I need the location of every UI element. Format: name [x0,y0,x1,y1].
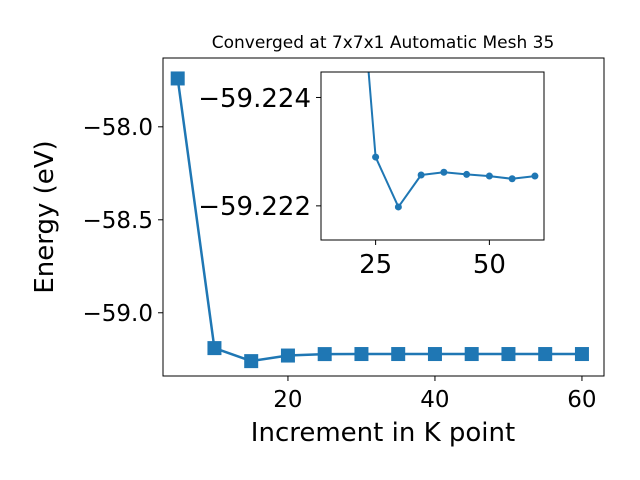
data-point [464,347,479,362]
data-point [317,347,332,362]
data-point [280,348,295,363]
main-plot-frame [162,57,605,377]
data-point [538,347,553,362]
data-point [244,354,259,369]
y-tick-label: −59.0 [83,301,153,327]
x-tick-label: 40 [420,387,449,413]
data-point [485,172,493,180]
x-tick-label: 50 [473,250,506,280]
inset-background [321,72,544,240]
y-tick-label: −59.224 [198,84,311,114]
y-tick-label: −58.0 [83,115,153,141]
y-axis-label: Energy (eV) [30,140,60,293]
x-tick-label: 60 [567,387,596,413]
inset-axes: 25 50 −59.224 −59.222 [198,84,506,280]
data-point [391,347,406,362]
data-point [170,71,185,86]
x-tick-label: 25 [359,250,392,280]
inset-plot-frame [320,71,545,241]
main-series [170,71,589,369]
data-point [427,347,442,362]
data-point [463,170,471,178]
inset-series [367,72,539,211]
data-point [207,341,222,356]
data-point [501,347,516,362]
data-point [440,168,448,176]
data-point [574,347,589,362]
x-tick-label: 20 [273,387,302,413]
data-point [531,172,539,180]
x-axis-label: Increment in K point [251,418,515,448]
data-point [372,153,380,161]
y-tick-label: −58.5 [83,208,153,234]
data-point [417,171,425,179]
data-point [394,203,402,211]
main-axes: 20 40 60 −58.0 −58.5 −59.0 [83,115,597,413]
chart-title: Converged at 7x7x1 Automatic Mesh 35 [212,33,555,53]
data-point [354,347,369,362]
data-point [508,175,516,183]
y-tick-label: −59.222 [198,192,311,222]
